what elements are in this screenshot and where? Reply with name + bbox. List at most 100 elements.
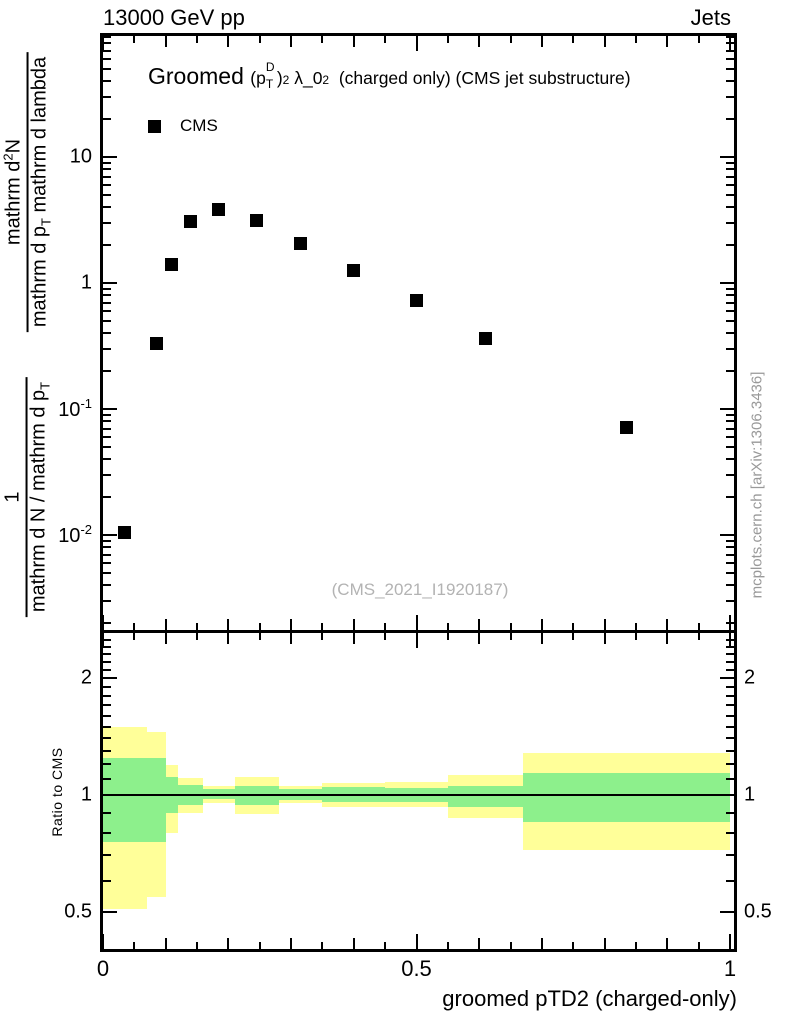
axis-tick: [103, 599, 111, 602]
axis-tick: [726, 725, 734, 728]
ratio-y-tick-label: 0.5: [64, 900, 92, 923]
ratio-panel: [100, 633, 737, 952]
axis-tick: [103, 660, 111, 663]
axis-tick: [103, 67, 111, 70]
axis-tick: [726, 584, 734, 587]
axis-tick: [103, 287, 111, 290]
axis-tick: [726, 35, 734, 38]
axis-tick: [415, 615, 418, 630]
axis-tick: [258, 633, 261, 640]
axis-tick: [726, 749, 734, 752]
plot-title: Groomed (p D T) 2 λ_0 2 (charged only) (CMS …: [148, 60, 631, 91]
axis-tick: [290, 619, 293, 630]
axis-tick: [726, 42, 734, 45]
data-point: [212, 203, 226, 217]
axis-tick: [509, 942, 512, 949]
axis-tick: [102, 934, 104, 949]
axis-tick: [103, 668, 111, 671]
axis-tick: [509, 36, 512, 43]
axis-tick: [103, 685, 111, 688]
axis-tick: [321, 623, 324, 630]
axis-tick: [103, 653, 111, 656]
ratio-y-tick-label-right: 0.5: [744, 900, 772, 923]
axis-tick: [103, 725, 111, 728]
axis-tick: [103, 156, 117, 158]
main-y-tick-label: 10: [69, 145, 92, 168]
axis-tick: [103, 553, 111, 556]
axis-tick: [726, 458, 734, 461]
axis-tick: [726, 221, 734, 224]
x-tick-label: 1: [723, 956, 737, 981]
main-y-tick-label: 10-2: [58, 522, 92, 547]
axis-tick: [227, 633, 230, 644]
axis-tick: [572, 623, 575, 630]
axis-tick: [103, 534, 117, 536]
axis-tick: [666, 619, 669, 630]
data-point: [184, 215, 198, 229]
axis-tick: [103, 777, 111, 780]
x-tick-label: 0: [96, 956, 110, 981]
axis-tick: [720, 408, 734, 410]
axis-tick: [726, 539, 734, 542]
axis-tick: [720, 534, 734, 536]
axis-tick: [726, 704, 734, 707]
axis-tick: [572, 633, 575, 640]
axis-tick: [726, 622, 734, 625]
axis-tick: [352, 633, 355, 644]
axis-tick: [384, 623, 387, 630]
axis-tick: [478, 619, 481, 630]
axis-tick: [726, 496, 734, 499]
axis-tick: [509, 623, 512, 630]
axis-tick: [726, 653, 734, 656]
axis-tick: [726, 427, 734, 430]
axis-tick: [103, 80, 111, 83]
analysis-group-title: Jets: [690, 5, 731, 30]
axis-tick: [572, 36, 575, 43]
axis-tick: [103, 57, 111, 60]
axis-tick: [726, 639, 734, 642]
axis-tick: [103, 332, 111, 335]
ratio-y-tick-label-right: 1: [744, 783, 756, 806]
axis-tick: [164, 619, 167, 630]
axis-tick: [726, 685, 734, 688]
axis-tick: [509, 633, 512, 640]
axis-tick: [726, 118, 734, 121]
axis-tick: [726, 694, 734, 697]
axis-tick: [103, 496, 111, 499]
axis-tick: [103, 221, 111, 224]
axis-tick: [726, 244, 734, 247]
axis-tick: [103, 301, 111, 304]
axis-tick: [726, 714, 734, 717]
axis-tick: [726, 435, 734, 438]
axis-tick: [726, 175, 734, 178]
ratio-band-inner: [103, 758, 147, 842]
axis-tick: [726, 571, 734, 574]
axis-tick: [258, 942, 261, 949]
axis-tick: [697, 633, 700, 640]
ratio-y-tick-label-right: 2: [744, 666, 756, 689]
x-tick-label: 0.5: [401, 956, 432, 981]
axis-tick: [103, 854, 111, 857]
axis-tick: [726, 193, 734, 196]
axis-tick: [726, 67, 734, 70]
axis-tick: [258, 623, 261, 630]
axis-tick: [196, 36, 199, 43]
main-plot-panel: Groomed (p D T) 2 λ_0 2 (charged only) (CMS …: [100, 33, 737, 633]
axis-tick: [634, 36, 637, 43]
axis-tick: [603, 36, 606, 47]
axis-tick: [103, 445, 111, 448]
axis-tick: [103, 704, 111, 707]
axis-tick: [103, 749, 111, 752]
data-point: [250, 213, 264, 227]
axis-tick: [103, 319, 111, 322]
axis-tick: [103, 193, 111, 196]
axis-tick: [726, 294, 734, 297]
axis-tick: [415, 36, 418, 51]
axis-tick: [164, 633, 167, 644]
axis-tick: [726, 413, 734, 416]
axis-tick: [720, 676, 734, 679]
axis-tick: [726, 948, 734, 951]
axis-tick: [726, 546, 734, 549]
axis-tick: [415, 934, 418, 949]
